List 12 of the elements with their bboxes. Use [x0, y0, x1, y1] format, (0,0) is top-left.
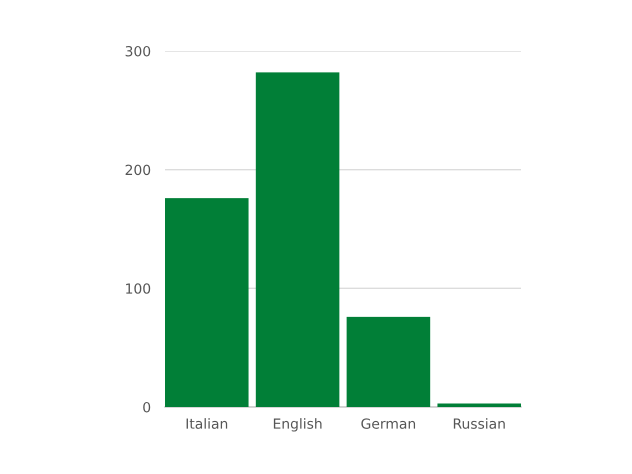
y-tick-label: 100 — [126, 283, 150, 294]
x-tick-label: Italian — [186, 418, 228, 429]
bar — [165, 198, 249, 407]
y-tick-label: 0 — [143, 402, 150, 412]
bar — [256, 72, 340, 407]
x-tick-label: German — [361, 418, 416, 429]
y-tick-label: 300 — [126, 46, 150, 56]
y-tick-label: 200 — [126, 164, 150, 176]
bar — [346, 316, 430, 407]
x-tick-label: Russian — [454, 418, 505, 429]
bar — [437, 403, 521, 407]
x-tick-label: English — [274, 418, 322, 432]
